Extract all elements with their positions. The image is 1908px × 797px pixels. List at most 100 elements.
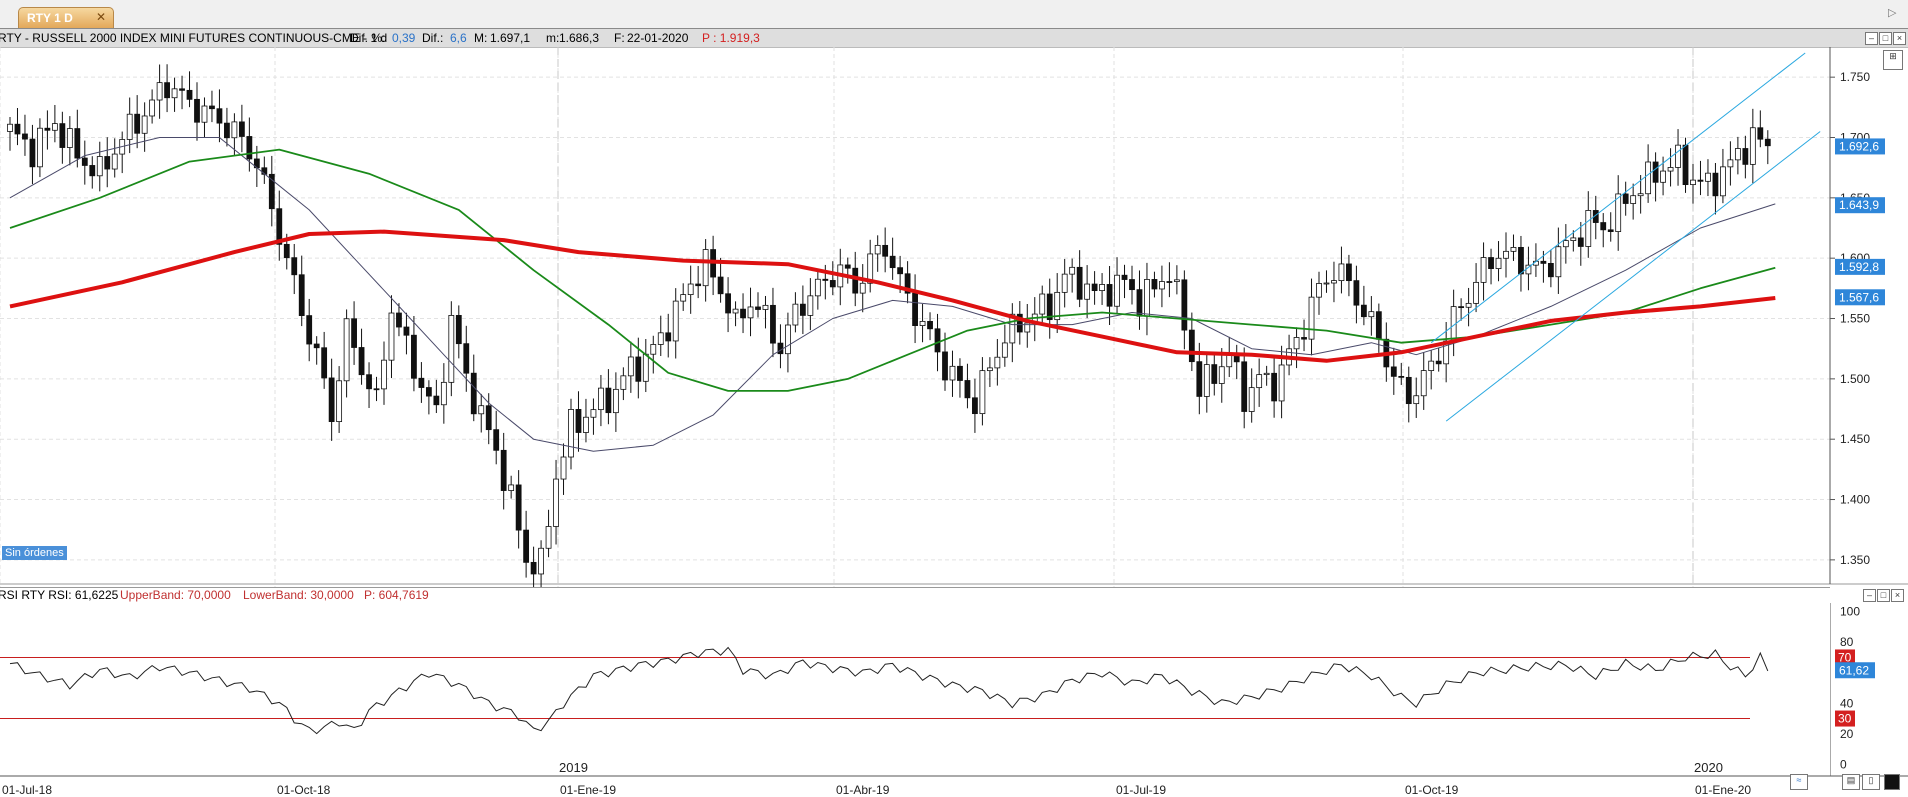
- price-tag: [1835, 138, 1885, 155]
- candle-body: [298, 274, 305, 316]
- candle-body: [1495, 257, 1502, 270]
- candle-body: [104, 156, 111, 170]
- price-chart-area[interactable]: 1.7501.7001.6501.6001.5501.5001.4501.400…: [0, 47, 1908, 797]
- candle-body: [1749, 127, 1756, 165]
- candle-body: [874, 244, 881, 255]
- candle-body: [799, 303, 806, 316]
- candle-body: [51, 123, 58, 131]
- candle-body: [934, 328, 941, 353]
- save-icon[interactable]: ▤: [1842, 774, 1860, 790]
- candle-body: [792, 303, 799, 326]
- chart-tab[interactable]: RTY 1 D ✕: [18, 7, 114, 28]
- close-button[interactable]: ×: [1893, 32, 1906, 45]
- candle-body: [612, 388, 619, 414]
- candle-body: [470, 372, 477, 415]
- candle-body: [164, 82, 170, 99]
- candle-body: [141, 115, 148, 134]
- date-label: F:: [614, 31, 625, 45]
- color-icon[interactable]: [1884, 774, 1900, 790]
- candle-body: [1203, 364, 1210, 397]
- sma-slow-line: [9, 229, 1776, 363]
- candle-body: [1084, 283, 1091, 300]
- candle-body: [1016, 313, 1023, 333]
- rsi-maximize-button[interactable]: □: [1877, 589, 1890, 602]
- candle-body: [1757, 127, 1764, 140]
- candle-body: [381, 359, 387, 390]
- minimize-button[interactable]: –: [1865, 32, 1878, 45]
- price-grid: [0, 76, 1908, 585]
- rsi-close-button[interactable]: ×: [1891, 589, 1904, 602]
- candle-body: [1166, 281, 1173, 283]
- date-tick-label: 01-Jul-19: [1116, 783, 1166, 797]
- candle-body: [1764, 138, 1771, 147]
- candle-body: [358, 347, 365, 376]
- candle-body: [1129, 279, 1135, 291]
- rsi-name: RSI RTY RSI: 61,6225: [0, 588, 119, 602]
- candle-body: [1076, 266, 1083, 300]
- moving-average-lines: [9, 52, 1821, 452]
- candle-body: [37, 127, 43, 168]
- symbol-description: RTY - RUSSELL 2000 INDEX MINI FUTURES CO…: [0, 31, 388, 45]
- candle-body: [844, 264, 851, 269]
- price-tag: [1835, 289, 1885, 306]
- candle-body: [1360, 304, 1367, 318]
- candle-body: [1390, 366, 1397, 377]
- candle-body: [972, 397, 978, 415]
- candle-body: [1046, 293, 1053, 321]
- price-tag-label: 1.643,9: [1839, 198, 1879, 212]
- candle-body: [859, 282, 866, 294]
- candle-body: [1637, 193, 1644, 197]
- candle-body: [1540, 260, 1547, 264]
- candle-body: [493, 429, 500, 451]
- candle-body: [74, 128, 81, 159]
- crosshair-icon[interactable]: ⊞: [1883, 50, 1903, 70]
- price-tag-label: 1.567,6: [1839, 290, 1879, 304]
- candle-body: [1054, 291, 1061, 321]
- candle-body: [433, 395, 440, 406]
- candle-body: [1645, 161, 1652, 195]
- candle-body: [201, 105, 208, 123]
- candle-body: [1159, 281, 1165, 290]
- candle-body: [1368, 311, 1375, 318]
- rsi-lower-band: LowerBand: 30,0000: [243, 588, 354, 602]
- candle-body: [1435, 360, 1442, 365]
- candle-body: [89, 165, 96, 177]
- candle-body: [635, 356, 642, 382]
- candle-body: [927, 320, 933, 330]
- band-tag-label: 70: [1838, 650, 1852, 664]
- candle-body: [96, 156, 103, 177]
- candle-body: [515, 484, 522, 531]
- candle-body: [1144, 279, 1150, 317]
- candle-body: [66, 128, 73, 148]
- candle-body: [1346, 263, 1352, 282]
- dif-label: Dif.:: [422, 31, 444, 45]
- candle-body: [994, 356, 1001, 369]
- date-axis[interactable]: 01-Jul-18 01-Oct-18 01-Ene-19 01-Abr-19 01-J…: [0, 760, 1908, 797]
- candle-body: [553, 478, 559, 527]
- candle-body: [695, 283, 702, 287]
- scroll-right-icon[interactable]: ▷: [1888, 7, 1897, 19]
- candle-body: [14, 123, 21, 135]
- candle-body: [740, 308, 746, 319]
- candle-body: [485, 405, 492, 431]
- candle-body: [276, 208, 283, 245]
- candle-body: [650, 344, 657, 355]
- candle-body: [81, 157, 88, 166]
- layout-icon[interactable]: ▯: [1862, 774, 1880, 790]
- zoom-icon[interactable]: ≈: [1790, 774, 1808, 790]
- candle-body: [1690, 179, 1696, 186]
- candle-body: [478, 405, 485, 415]
- candle-body: [366, 374, 372, 390]
- candle-body: [1547, 263, 1554, 278]
- candle-body: [1196, 361, 1203, 397]
- candle-body: [1398, 375, 1405, 378]
- candle-body: [373, 388, 380, 391]
- close-icon[interactable]: ✕: [96, 10, 107, 24]
- candle-body: [1226, 354, 1233, 368]
- rsi-minimize-button[interactable]: –: [1863, 589, 1876, 602]
- rsi-tick-label: 20: [1840, 727, 1854, 741]
- candle-body: [1069, 266, 1076, 275]
- candle-body: [1301, 337, 1307, 340]
- maximize-button[interactable]: □: [1879, 32, 1892, 45]
- candle-body: [598, 387, 604, 411]
